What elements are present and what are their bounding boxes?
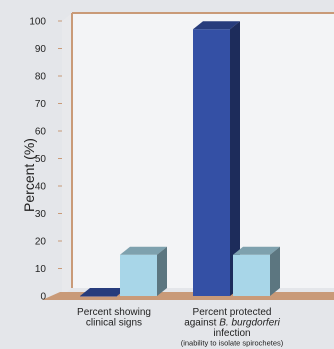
bar-top <box>193 21 240 30</box>
y-tick-label: 20 <box>35 237 47 248</box>
y-tick-label: 90 <box>35 44 47 55</box>
bar <box>233 246 280 296</box>
bar <box>120 246 167 296</box>
bar-front <box>120 254 157 296</box>
category-label: clinical signs <box>86 318 142 329</box>
y-axis-title: Percent (%) <box>21 138 37 212</box>
y-tick-label: 80 <box>35 72 47 83</box>
y-tick-label: 0 <box>40 292 46 303</box>
bar-top <box>233 246 280 255</box>
bar-front <box>193 29 230 296</box>
category-label: Percent protected <box>193 307 272 318</box>
bar-front <box>233 254 270 296</box>
y-tick-label: 10 <box>35 264 47 275</box>
bar-side <box>270 246 280 296</box>
bar <box>193 21 240 296</box>
bar-side <box>230 21 240 296</box>
category-label: infection <box>213 328 250 339</box>
bar-top <box>80 288 127 296</box>
bar-series <box>80 21 280 297</box>
y-tick-label: 40 <box>35 182 47 193</box>
category-label: Percent showing <box>77 307 151 318</box>
bar-top <box>120 246 167 255</box>
y-tick-label: 100 <box>29 17 46 28</box>
y-tick-label: 60 <box>35 127 47 138</box>
bar <box>80 288 127 297</box>
y-tick-label: 70 <box>35 99 47 110</box>
plot-side-wall <box>62 13 72 296</box>
y-axis-ticks: 0 10 20 30 40 50 60 70 80 90 100 <box>29 17 62 303</box>
bar-side <box>157 246 167 296</box>
bar-front <box>80 296 117 297</box>
category-label: against B. burgdorferi <box>184 318 280 329</box>
category-note: (inability to isolate spirochetes) <box>181 339 284 348</box>
y-tick-label: 50 <box>35 154 47 165</box>
y-tick-label: 30 <box>35 209 47 220</box>
